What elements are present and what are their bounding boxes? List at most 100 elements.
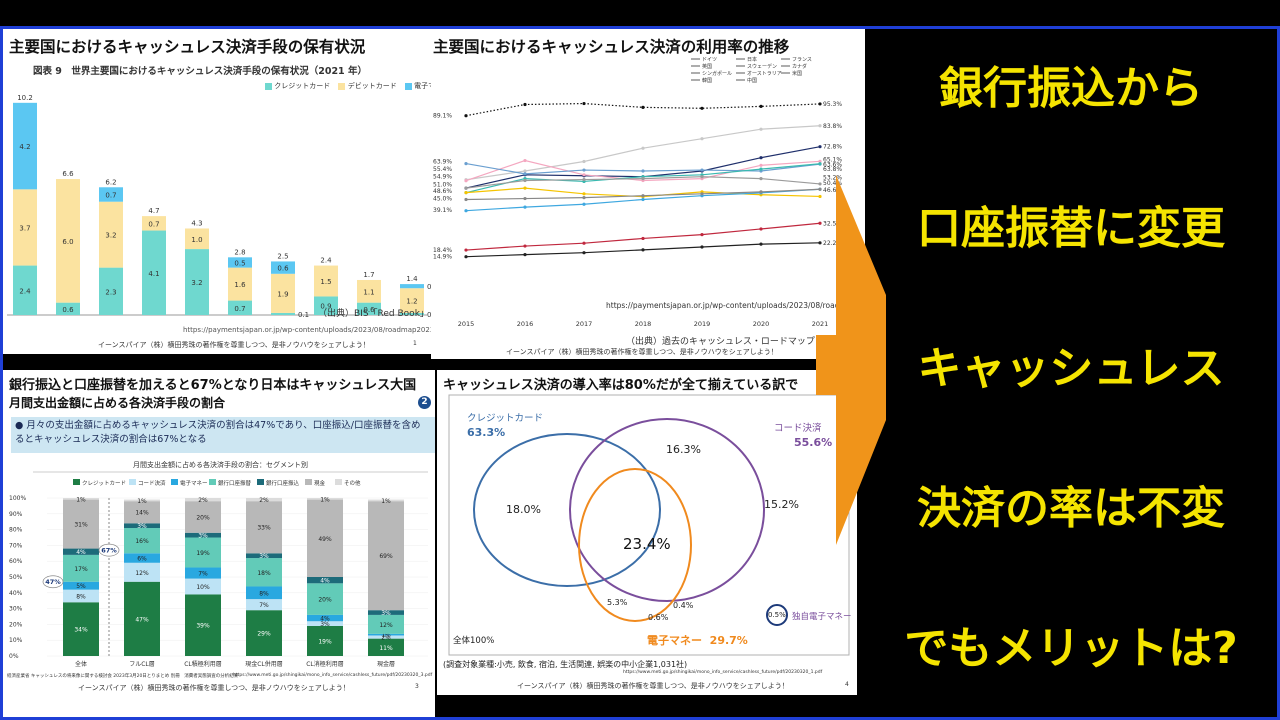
data-point	[641, 105, 645, 109]
reference-line: 経済産業省 キャッシュレスの将来像に関する検討会 2023年3月20日とりまとめ…	[7, 674, 239, 679]
bar-value-label: 3%	[381, 610, 391, 617]
page-number: 3	[415, 683, 419, 690]
bar-segment	[99, 201, 123, 268]
data-point	[700, 245, 704, 249]
bar-segment	[142, 216, 166, 231]
bar-segment	[228, 300, 252, 315]
y-tick-label: 30%	[9, 606, 23, 613]
legend-label: ドイツ	[702, 57, 717, 63]
bar-value-label: 3%	[137, 523, 147, 530]
spend-stacked-chart: クレジットカード コード決済 電子マネー 銀行口座振替 銀行口座振込 現金 その他 0% 10%…	[9, 471, 428, 668]
bar-total-label: 2.8	[234, 248, 245, 256]
legend-label: スウェーデン	[747, 63, 777, 70]
data-point	[582, 196, 586, 200]
series-line	[465, 102, 821, 117]
end-value-label: 32.5%	[823, 220, 842, 227]
bar-segment	[56, 179, 80, 303]
bar-segment	[368, 633, 404, 636]
bar-value-label: 14%	[135, 510, 149, 517]
bar-segment	[63, 589, 99, 603]
bar-value-label: 3.2	[105, 232, 116, 240]
bar-segment	[124, 501, 160, 524]
bar-value-label: 0.7	[105, 191, 116, 199]
venn-frame	[448, 394, 850, 656]
bar-value-label: 2%	[259, 497, 269, 504]
bar-segment	[99, 267, 123, 315]
bar-value-label: 1.1	[363, 288, 374, 296]
bar-value-label: 3.7	[19, 224, 30, 232]
data-point	[582, 177, 586, 182]
bar-segment	[246, 610, 282, 656]
bar-value-label: 20%	[196, 514, 210, 521]
bar-segment	[307, 625, 343, 656]
bar-value-label: 7%	[198, 571, 208, 578]
legend-label: 米国	[792, 70, 802, 77]
bar-value-label: 19%	[318, 638, 332, 645]
start-value-label: 45.0%	[433, 196, 452, 203]
end-value-label: 50.4%	[823, 180, 842, 187]
panel-adoption-venn: キャッシュレス決済の導入率は80%だが全て揃えている訳で クレジットカード 63…	[437, 370, 857, 695]
bar-segment	[246, 498, 282, 502]
bar-value-label: 4.2	[19, 143, 30, 151]
data-point	[523, 205, 527, 209]
bar-value-label: 31%	[74, 522, 88, 529]
bar-segment	[368, 610, 404, 615]
legend-swatch	[257, 479, 264, 485]
end-value-label: 83.8%	[823, 123, 842, 130]
bar-segment	[271, 273, 295, 313]
legend-swatch	[335, 479, 342, 485]
series-line	[465, 222, 821, 251]
data-point	[759, 104, 763, 108]
bar-segment	[185, 578, 221, 595]
bar-value-label: 12%	[379, 622, 393, 629]
bar-segment	[185, 594, 221, 656]
data-point	[464, 179, 468, 183]
bar-value-label: 8%	[259, 590, 269, 597]
chart-source: （出典）過去のキャッシュレス・ロードマップ	[626, 337, 815, 347]
bar-segment	[314, 265, 338, 297]
bar-segment	[228, 267, 252, 301]
legend-swatch	[171, 479, 178, 485]
data-point	[818, 162, 822, 166]
data-point	[700, 192, 704, 196]
bar-value-label: 0.1	[298, 311, 309, 319]
data-point	[759, 156, 763, 160]
bar-segment	[124, 528, 160, 554]
data-point	[818, 194, 822, 199]
bar-total-label: 1.7	[363, 271, 374, 279]
data-point	[582, 202, 586, 206]
chart-legend: クレジットカード デビットカード 電子マネー	[265, 81, 431, 91]
bar-total-label: 1.4	[406, 275, 418, 283]
chart-title: 主要国におけるキャッシュレス決済手段の保有状況	[9, 38, 366, 56]
bar-value-label: 0.6	[363, 306, 375, 314]
y-tick-label: 100%	[9, 495, 26, 502]
bar-value-label: 39%	[196, 623, 210, 630]
bar-segment	[63, 499, 99, 549]
bar-segment	[307, 499, 343, 577]
data-point	[464, 161, 468, 166]
end-value-label: 22.2%	[823, 240, 842, 247]
bar-value-label: 49%	[318, 536, 332, 543]
data-point	[759, 227, 763, 231]
region-credit-only: 18.0%	[506, 503, 541, 516]
data-point	[641, 236, 645, 241]
y-tick-label: 0%	[9, 653, 19, 660]
bar-segment	[246, 501, 282, 554]
bar-segment	[368, 638, 404, 656]
bar-value-label: 2.3	[105, 288, 116, 296]
bar-value-label: 19%	[196, 550, 210, 557]
bar-value-label: 1%	[381, 632, 391, 639]
bar-segment	[13, 265, 37, 315]
bar-segment	[185, 249, 209, 315]
headline-line-4: 決済の率は不変	[917, 483, 1225, 534]
bar-segment	[307, 583, 343, 615]
bar-segment	[185, 498, 221, 502]
bar-segment	[63, 581, 99, 590]
legend-swatch	[305, 479, 312, 485]
e-money-name: 電子マネー	[647, 634, 702, 647]
region-code-only: 15.2%	[764, 498, 799, 511]
legend-label: シンガポール	[702, 70, 732, 77]
bar-value-label: 1%	[320, 496, 330, 503]
ownership-bar-chart: 2.43.74.210.2日本0.66.06.6中国2.33.20.76.2韓国…	[7, 94, 431, 319]
bar-segment	[13, 189, 37, 266]
